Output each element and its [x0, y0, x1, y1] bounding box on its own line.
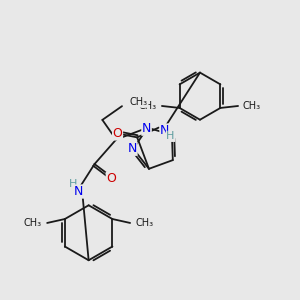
Text: N: N: [160, 124, 169, 137]
Text: CH₃: CH₃: [243, 101, 261, 111]
Text: CH₃: CH₃: [130, 97, 148, 107]
Text: H: H: [69, 179, 77, 189]
Text: O: O: [106, 172, 116, 185]
Text: N: N: [128, 142, 137, 155]
Text: H: H: [167, 131, 175, 141]
Text: CH₃: CH₃: [23, 218, 41, 228]
Text: O: O: [112, 127, 122, 140]
Text: CH₃: CH₃: [136, 218, 154, 228]
Text: N: N: [74, 185, 83, 198]
Text: N: N: [142, 122, 151, 135]
Text: CH₃: CH₃: [139, 101, 157, 111]
